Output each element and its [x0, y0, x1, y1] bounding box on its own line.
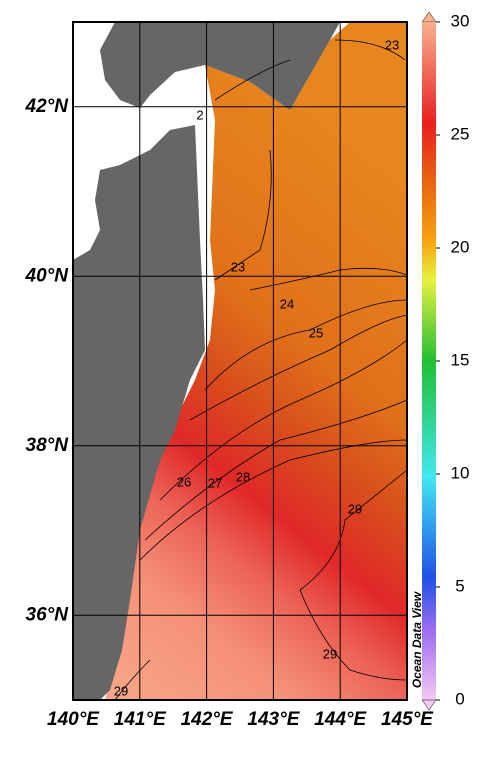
colorbar-tick-label: 25	[451, 124, 470, 143]
contour-label: 29	[348, 501, 362, 516]
land-honshu	[73, 125, 205, 700]
watermark: Ocean Data View	[410, 591, 424, 688]
colorbar-tick-label: 30	[451, 11, 470, 30]
y-tick-label: 40°N	[25, 265, 70, 286]
contour-label: 26	[177, 474, 191, 489]
x-tick-label: 144°E	[314, 709, 367, 730]
colorbar-tick-label: 15	[451, 350, 470, 369]
map-frame	[72, 21, 408, 701]
y-tick-label: 36°N	[26, 604, 70, 625]
ocean-field	[105, 22, 407, 700]
colorbar-tick-label: 10	[451, 463, 470, 482]
contours	[114, 39, 408, 701]
x-tick-label: 145°E	[381, 709, 434, 730]
contour-label: 23	[231, 259, 245, 274]
x-tick-label: 142°E	[181, 709, 234, 730]
y-tick-label: 42°N	[25, 96, 70, 117]
contour-label: 24	[280, 296, 294, 311]
colorbar-tick-label: 5	[455, 576, 464, 595]
contour-label: 29	[114, 683, 128, 698]
colorbar-bottom-arrow	[421, 699, 437, 711]
colorbar	[422, 22, 436, 700]
colorbar-tick-label: 20	[451, 237, 470, 256]
contour-label: 2	[196, 107, 203, 122]
contour-label: 28	[236, 469, 250, 484]
x-tick-label: 140°E	[47, 709, 100, 730]
colorbar-tick-label: 0	[455, 689, 464, 708]
y-tick-label: 38°N	[26, 435, 70, 456]
contour-label: 27	[208, 475, 222, 490]
x-tick-label: 143°E	[247, 709, 300, 730]
contour-label: 23	[385, 37, 399, 52]
contour-label: 29	[323, 646, 337, 661]
colorbar-top-arrow	[421, 11, 437, 23]
contour-label: 25	[309, 325, 323, 340]
x-tick-label: 141°E	[114, 709, 167, 730]
land-hokkaido	[100, 22, 340, 110]
